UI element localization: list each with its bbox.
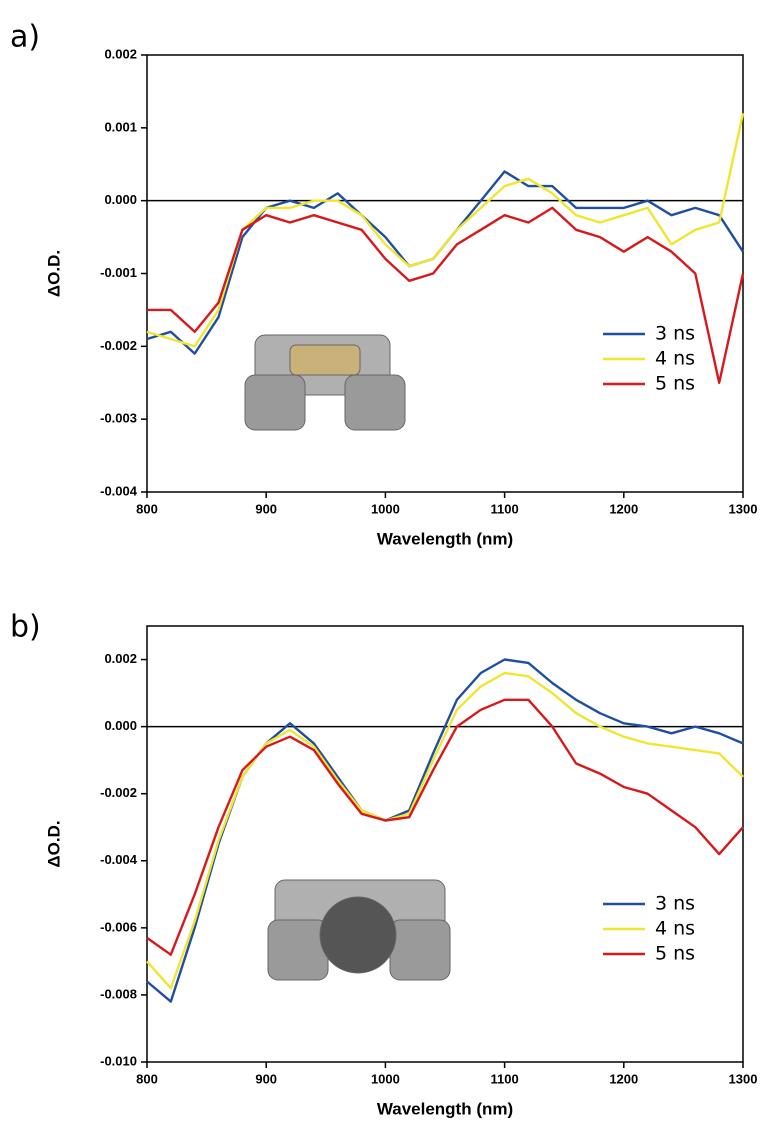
molecule-a — [244, 334, 406, 431]
y-tick-label: -0.010 — [100, 1053, 137, 1068]
x-tick-label: 1300 — [729, 1071, 758, 1086]
y-tick-label: -0.002 — [100, 785, 137, 800]
panel-label: b) — [10, 610, 41, 645]
y-axis-label: ΔO.D. — [44, 250, 63, 297]
legend-label: 5 ns — [655, 943, 695, 965]
y-tick-label: -0.002 — [100, 338, 137, 353]
panel-label: a) — [10, 20, 40, 55]
x-tick-label: 1200 — [609, 501, 638, 516]
x-tick-label: 1100 — [490, 501, 518, 516]
legend-label: 3 ns — [655, 323, 695, 345]
data-line — [146, 698, 744, 956]
x-tick-label: 1000 — [371, 501, 400, 516]
y-tick-label: -0.003 — [100, 411, 137, 426]
y-tick-label: 0.002 — [104, 46, 137, 61]
plot-frame — [146, 54, 744, 493]
y-tick-label: 0.001 — [104, 119, 137, 134]
legend-label: 5 ns — [655, 373, 695, 395]
x-tick-label: 1300 — [729, 501, 758, 516]
plot-frame — [146, 625, 744, 1063]
x-tick-label: 1100 — [490, 1071, 518, 1086]
y-tick-label: -0.006 — [100, 919, 137, 934]
data-line — [146, 671, 744, 990]
data-line — [147, 206, 745, 384]
y-tick-label: -0.001 — [100, 265, 137, 280]
legend-label: 3 ns — [655, 893, 695, 915]
x-tick-label: 800 — [136, 501, 158, 516]
data-line — [146, 113, 745, 348]
y-tick-label: 0.000 — [104, 192, 137, 207]
legend-label: 4 ns — [655, 348, 695, 370]
y-tick-label: 0.002 — [104, 651, 137, 666]
x-tick-label: 800 — [136, 1071, 158, 1086]
y-tick-label: -0.004 — [100, 852, 138, 867]
y-tick-label: -0.004 — [100, 483, 138, 498]
data-line — [146, 170, 745, 355]
legend-label: 4 ns — [655, 918, 695, 940]
x-tick-label: 1000 — [371, 1071, 400, 1086]
y-tick-label: -0.008 — [100, 986, 137, 1001]
x-axis-label: Wavelength (nm) — [377, 529, 513, 548]
x-tick-label: 900 — [255, 501, 277, 516]
x-axis-label: Wavelength (nm) — [377, 1099, 513, 1118]
y-tick-label: 0.000 — [104, 718, 137, 733]
molecule-b — [267, 879, 451, 981]
x-tick-label: 900 — [255, 1071, 277, 1086]
y-axis-label: ΔO.D. — [44, 820, 63, 867]
x-tick-label: 1200 — [609, 1071, 638, 1086]
